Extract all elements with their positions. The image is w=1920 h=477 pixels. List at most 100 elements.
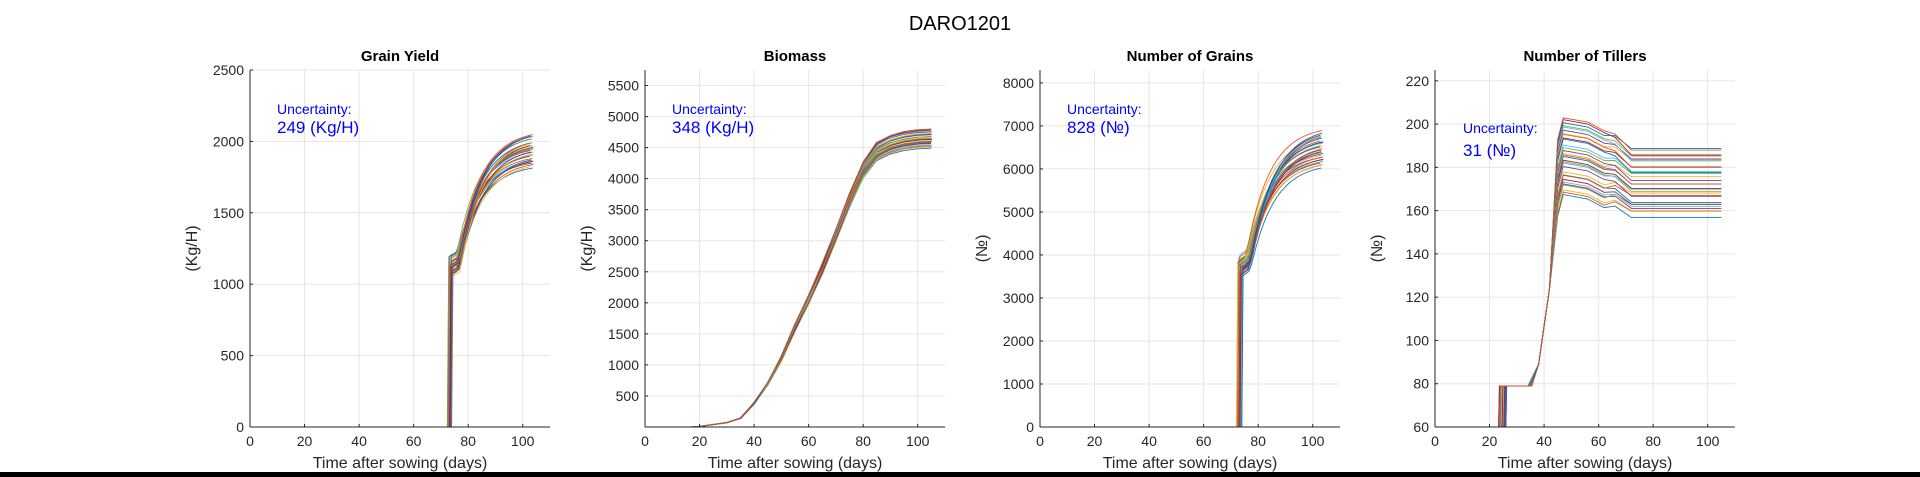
y-tick-label: 200: [1406, 116, 1430, 132]
series-line: [691, 133, 932, 428]
series-line: [1040, 164, 1322, 428]
x-tick-label: 20: [1482, 433, 1498, 449]
x-tick-label: 60: [406, 433, 422, 449]
series-line: [250, 145, 531, 428]
series-line: [250, 167, 533, 428]
series-line: [1435, 194, 1722, 428]
x-tick-label: 60: [801, 433, 817, 449]
series-line: [691, 136, 932, 428]
y-tick-label: 1000: [608, 357, 639, 373]
x-tick-label: 40: [351, 433, 367, 449]
y-tick-label: 5000: [608, 109, 639, 125]
y-tick-label: 2000: [608, 295, 639, 311]
series-line: [691, 128, 932, 428]
series-line: [691, 141, 932, 428]
series-line: [250, 160, 533, 428]
uncertainty-value: 31 (№): [1463, 141, 1516, 160]
series-line: [1435, 191, 1722, 428]
y-tick-label: 5000: [1003, 204, 1034, 220]
uncertainty-value: 828 (№): [1067, 118, 1130, 137]
series-line: [1435, 125, 1722, 428]
series-line: [250, 162, 531, 428]
series-line: [250, 135, 532, 428]
series-line: [250, 142, 533, 428]
y-tick-label: 1500: [608, 326, 639, 342]
y-tick-label: 160: [1406, 203, 1430, 219]
series-line: [1435, 126, 1722, 428]
series-line: [691, 144, 932, 428]
x-tick-label: 20: [297, 433, 313, 449]
series-line: [690, 138, 932, 428]
y-tick-label: 3000: [608, 233, 639, 249]
x-tick-label: 80: [460, 433, 476, 449]
chart-panel: 0 20 40 60 80 100 500 1000 1500 2000 2500 3000 3500 4…: [579, 48, 945, 472]
chart-panel: 0 20 40 60 80 100 60 80 100 120 140 160 180 200 220 Num…: [1369, 48, 1735, 472]
uncertainty-value: 348 (Kg/H): [672, 118, 754, 137]
series-line: [1435, 161, 1722, 428]
series-line: [690, 144, 932, 428]
series-line: [250, 166, 531, 428]
series-line: [1435, 174, 1722, 428]
chart-panel: 0 20 40 60 80 1000100020003000400050006000700…: [974, 48, 1340, 472]
series-line: [1040, 162, 1321, 428]
y-axis-label: (№): [974, 235, 991, 263]
x-tick-label: 20: [1087, 433, 1103, 449]
series-line: [250, 164, 534, 428]
series-line: [1040, 151, 1322, 428]
x-axis-label: Time after sowing (days): [313, 455, 488, 472]
y-tick-label: 60: [1413, 419, 1429, 435]
series-line: [250, 159, 532, 428]
series-line: [1435, 159, 1722, 428]
series-line: [691, 131, 932, 428]
series-line: [1040, 148, 1323, 428]
uncertainty-label: Uncertainty:: [277, 101, 352, 117]
series-line: [250, 155, 530, 428]
series-line: [690, 147, 932, 428]
y-tick-label: 3000: [1003, 290, 1034, 306]
series-line: [1435, 178, 1722, 428]
y-tick-label: 4000: [1003, 247, 1034, 263]
series-line: [1040, 146, 1320, 428]
x-tick-label: 40: [1536, 433, 1552, 449]
uncertainty-label: Uncertainty:: [1067, 101, 1142, 117]
window-bottom-border: [0, 472, 1920, 477]
series-line: [1040, 159, 1324, 428]
x-tick-label: 0: [641, 433, 649, 449]
series-line: [1040, 132, 1323, 428]
y-tick-label: 140: [1406, 246, 1430, 262]
series-line: [691, 146, 932, 428]
chart-title: Biomass: [764, 48, 827, 65]
chart-title: Number of Grains: [1127, 48, 1254, 65]
x-tick-label: 40: [746, 433, 762, 449]
x-tick-label: 80: [1250, 433, 1266, 449]
x-tick-label: 100: [906, 433, 930, 449]
series-line: [250, 148, 534, 428]
y-axis-label: (Kg/H): [579, 225, 596, 271]
y-tick-label: 6000: [1003, 161, 1034, 177]
y-tick-label: 0: [1026, 419, 1034, 435]
series-line: [250, 151, 532, 428]
series-line: [1040, 156, 1324, 428]
y-tick-label: 5500: [608, 78, 639, 94]
series-line: [1040, 149, 1322, 428]
series-line: [691, 138, 931, 428]
y-tick-label: 4500: [608, 140, 639, 156]
series-line: [1040, 158, 1324, 428]
series-line: [1435, 117, 1722, 428]
series-line: [691, 128, 932, 428]
x-tick-label: 0: [1431, 433, 1439, 449]
series-line: [1040, 153, 1324, 428]
y-tick-label: 3500: [608, 202, 639, 218]
x-axis-label: Time after sowing (days): [708, 455, 883, 472]
x-tick-label: 100: [511, 433, 535, 449]
series-line: [250, 162, 533, 428]
chart-title: Number of Tillers: [1523, 48, 1646, 65]
y-tick-label: 2500: [608, 264, 639, 280]
y-tick-label: 220: [1406, 73, 1430, 89]
series-line: [1435, 184, 1722, 428]
y-tick-label: 2000: [213, 133, 244, 149]
series-line: [1040, 161, 1323, 428]
series-line: [1040, 157, 1322, 428]
series-line: [250, 160, 534, 428]
